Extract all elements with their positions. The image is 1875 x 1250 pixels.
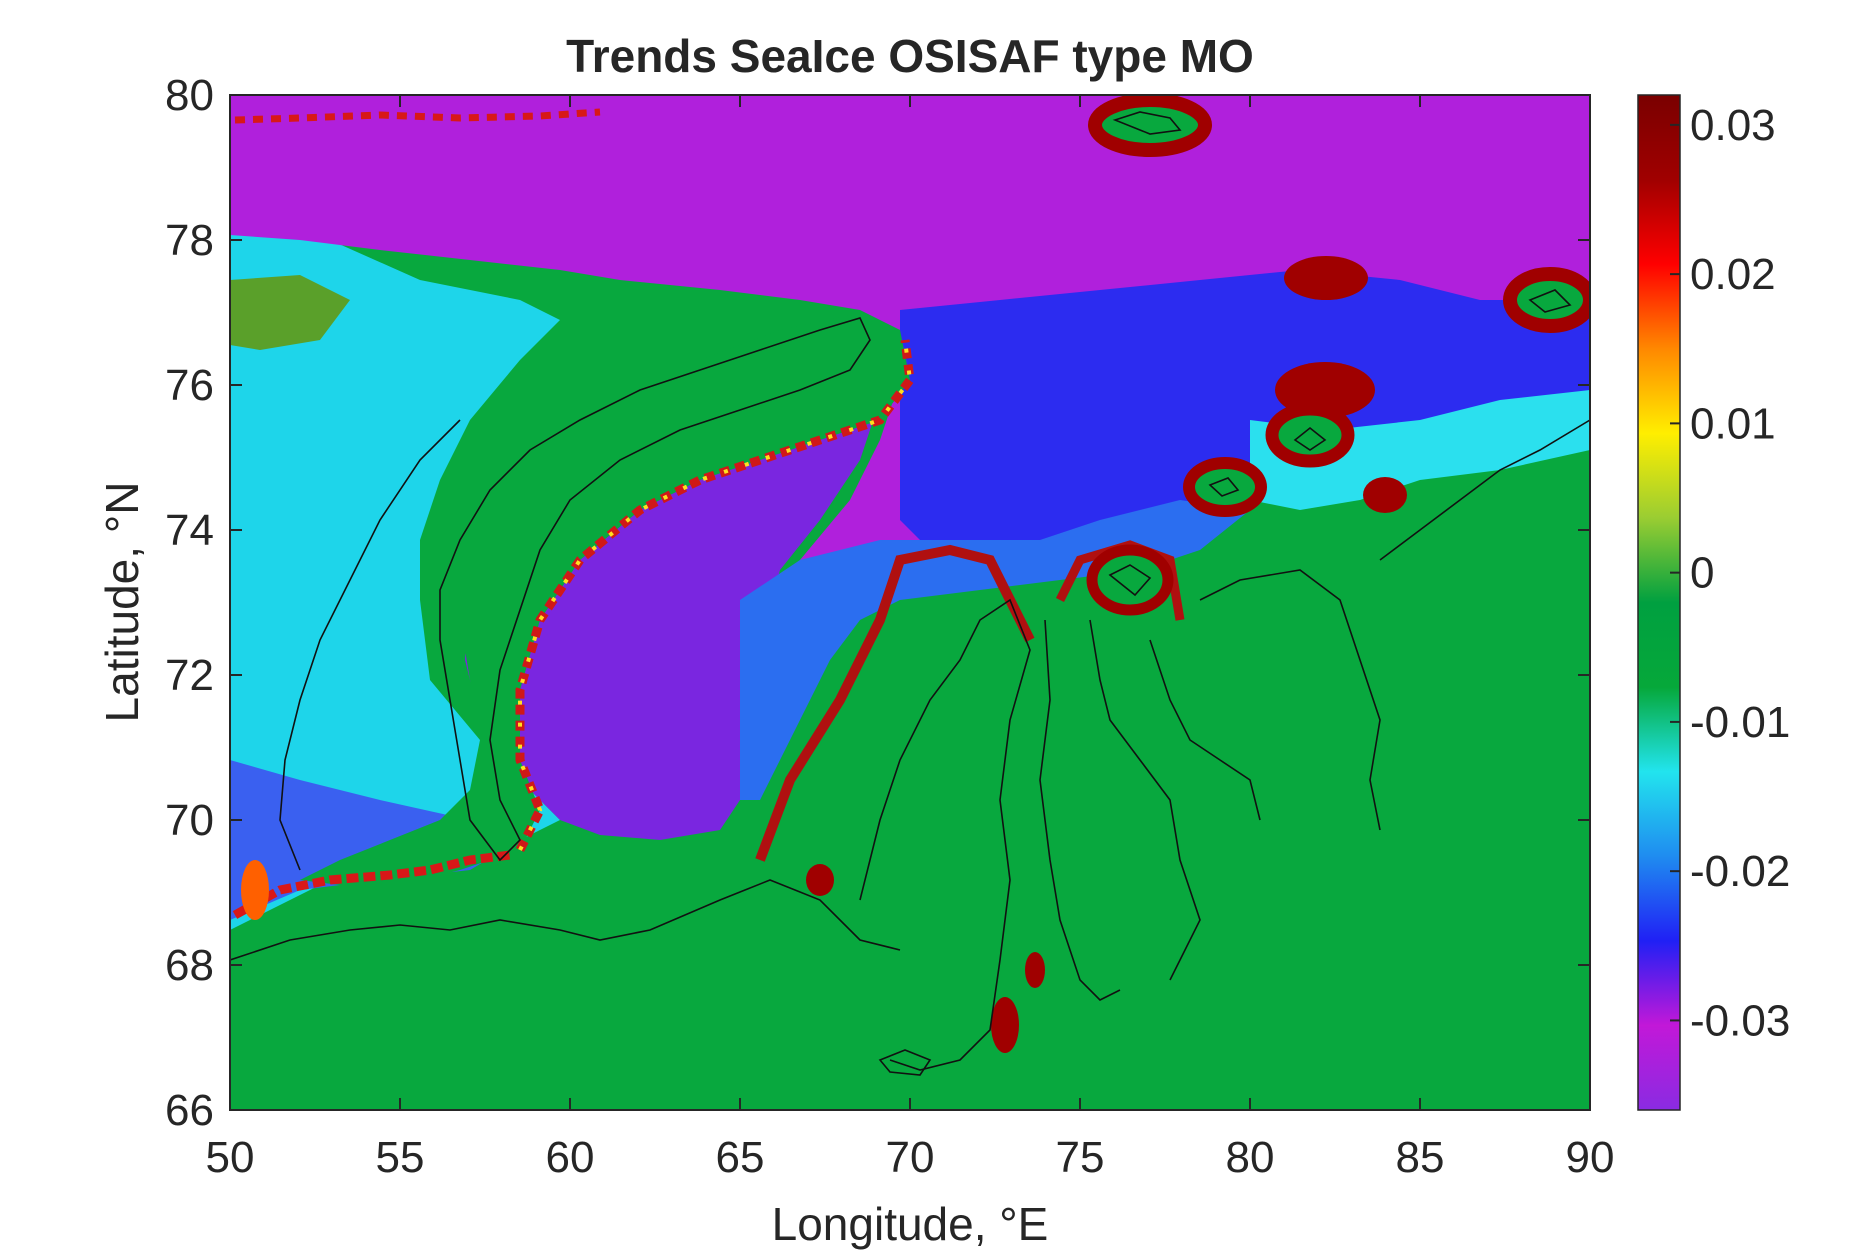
coastline-island-1 <box>1112 111 1182 135</box>
coastline-ob-bay <box>1039 619 1121 1001</box>
island-ring-6 <box>1183 457 1267 517</box>
coastline-island-2 <box>1528 289 1572 313</box>
y-tick-label: 80 <box>165 71 214 120</box>
coastline-novaya-zemlya <box>439 317 871 862</box>
ob-bay-patch-2 <box>1025 952 1045 988</box>
x-tick-label: 75 <box>1056 1133 1105 1182</box>
colorbar-tick-label: 0.03 <box>1690 101 1776 150</box>
coastline-island-3 <box>1293 426 1327 451</box>
island-ring-3 <box>1503 267 1590 333</box>
island-ring-8 <box>1363 477 1407 513</box>
x-axis-ticks: 50 55 60 65 70 75 80 85 90 <box>206 95 1615 1182</box>
coastal-margin-top <box>234 108 601 124</box>
x-tick-label: 70 <box>886 1133 935 1182</box>
x-tick-label: 60 <box>546 1133 595 1182</box>
island-ring-1 <box>1088 95 1212 157</box>
coastal-margin-novaya-zemlya <box>515 339 915 853</box>
island-ring-5 <box>1265 402 1355 468</box>
coastline-island-4 <box>1208 477 1240 497</box>
region-kara-sea-cyan-east <box>1250 390 1590 510</box>
colorbar-tick-label: 0.01 <box>1690 399 1776 448</box>
region-kara-sea-east-blue <box>740 500 1250 800</box>
y-tick-label: 74 <box>165 506 214 555</box>
colorbar-tick-label: -0.03 <box>1690 996 1790 1045</box>
coastline-taimyr <box>1199 569 1381 831</box>
coastline-island-5 <box>1108 564 1152 597</box>
coastline-yenisei <box>1149 639 1261 821</box>
region-barents-green-patch <box>230 275 350 350</box>
region-north-kara-blue <box>900 270 1590 570</box>
island-ring-2 <box>1284 256 1368 300</box>
y-axis-label: Latitude, °N <box>96 482 148 723</box>
chart-title: Trends SeaIce OSISAF type MO <box>566 30 1254 82</box>
y-tick-label: 68 <box>165 941 214 990</box>
river-patch <box>806 864 834 896</box>
colorbar: 0.03 0.02 0.01 0 -0.01 -0.02 -0.03 <box>1637 94 1790 1111</box>
coastline-east <box>1379 419 1590 561</box>
x-tick-label: 55 <box>376 1133 425 1182</box>
y-tick-label: 78 <box>165 216 214 265</box>
x-tick-label: 65 <box>716 1133 765 1182</box>
colorbar-tick-label: 0.02 <box>1690 250 1776 299</box>
y-tick-label: 72 <box>165 651 214 700</box>
map-plot-area <box>230 95 1590 1110</box>
coastline-inner-novaya-zemlya <box>279 419 461 871</box>
x-tick-label: 80 <box>1226 1133 1275 1182</box>
colorbar-bar <box>1637 94 1681 1111</box>
colorbar-tick-label: 0 <box>1690 549 1714 598</box>
coastline-yamal <box>859 598 1031 1071</box>
colorbar-ticks: 0.03 0.02 0.01 0 -0.01 -0.02 -0.03 <box>1670 101 1790 1045</box>
y-tick-label: 76 <box>165 361 214 410</box>
x-tick-label: 90 <box>1566 1133 1615 1182</box>
x-tick-label: 85 <box>1396 1133 1445 1182</box>
ob-bay-patch <box>991 997 1019 1053</box>
island-ring-7 <box>1086 544 1174 616</box>
y-tick-label: 70 <box>165 796 214 845</box>
coastline-gydan <box>1089 619 1201 981</box>
colorbar-tick-label: -0.02 <box>1690 847 1790 896</box>
coastline-mainland <box>230 879 901 961</box>
y-axis-ticks: 66 68 70 72 74 76 78 80 <box>165 71 1590 1135</box>
x-tick-label: 50 <box>206 1133 255 1182</box>
colorbar-tick-label: -0.01 <box>1690 698 1790 747</box>
coastal-margin-barents-south <box>232 850 511 919</box>
y-tick-label: 66 <box>165 1086 214 1135</box>
coastal-margin-yamal <box>755 544 1035 862</box>
coast-patch-west <box>241 860 269 920</box>
coastlines <box>230 111 1590 1076</box>
x-axis-label: Longitude, °E <box>772 1198 1049 1250</box>
coastline-south-island <box>878 1049 932 1076</box>
